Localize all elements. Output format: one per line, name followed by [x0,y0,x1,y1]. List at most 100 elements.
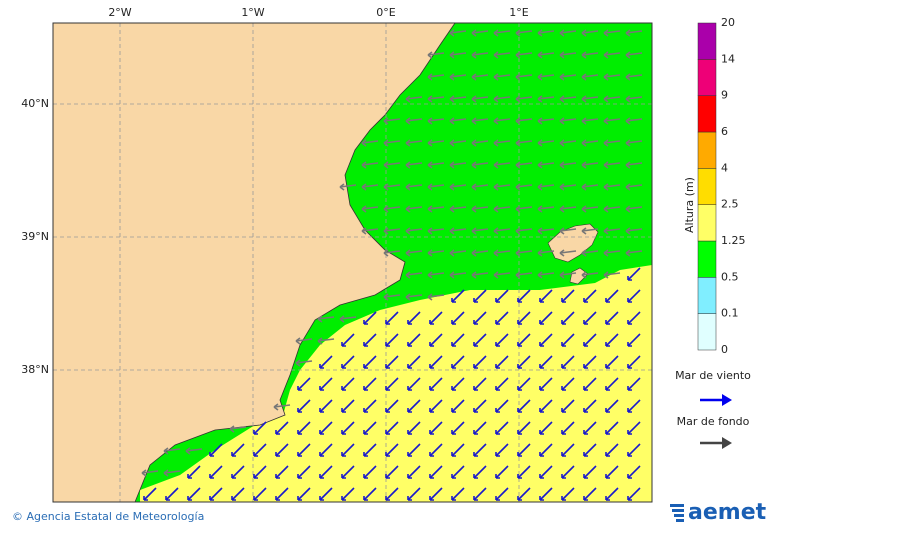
swell-arrow [537,51,555,59]
wind-sea-arrow [583,443,597,457]
wind-sea-arrow [297,377,311,391]
colorbar-label: 9 [721,89,728,102]
wind-sea-arrow [561,399,575,413]
wind-sea-arrow [517,465,531,479]
wind-sea-arrow [429,465,443,479]
swell-arrow [361,161,379,169]
colorbar: 0 0.1 0.5 1.25 2.5 4 6 9 14 20 [697,16,746,356]
swell-arrow [405,183,423,191]
swell-arrow [515,249,533,257]
wind-sea-arrow [429,399,443,413]
wind-sea-arrow [517,443,531,457]
wind-sea-arrow [363,355,377,369]
wind-sea-arrow [407,421,421,435]
wind-sea-arrow [363,377,377,391]
swell-arrow [449,73,467,81]
colorbar-label: 0 [721,343,728,356]
swell-arrow [515,29,533,37]
wind-sea-arrow [473,333,487,347]
wind-sea-arrow [517,355,531,369]
wind-sea-arrow [297,443,311,457]
swell-arrow [273,403,291,411]
swell-arrow [581,161,599,169]
swell-arrow [449,117,467,125]
wind-sea-arrow [473,355,487,369]
swell-arrow [559,205,577,213]
logo-mark [670,504,684,522]
lat-label: 39°N [21,230,49,243]
swell-arrow [493,29,511,37]
wind-sea-arrow [539,289,553,303]
wind-sea-arrow [583,399,597,413]
wind-sea-arrow [583,289,597,303]
swell-arrow [537,117,555,125]
swell-arrow [493,51,511,59]
wind-sea-arrow [297,399,311,413]
swell-arrow [449,95,467,103]
wind-sea-arrow [517,421,531,435]
wind-sea-arrow [429,487,443,501]
wind-sea-arrow [627,267,641,281]
wind-sea-arrow [385,333,399,347]
swell-arrow [559,139,577,147]
swell-arrow [559,183,577,191]
colorbar-label: 20 [721,16,735,29]
wind-sea-arrow [605,465,619,479]
wind-sea-arrow [385,487,399,501]
swell-arrow [603,271,621,279]
wind-sea-arrow [605,311,619,325]
colorbar-label: 6 [721,125,728,138]
swell-arrow [625,161,643,169]
wind-sea-arrow [627,289,641,303]
swell-arrow [141,469,159,477]
wind-sea-arrow [231,443,245,457]
wind-sea-arrow [495,377,509,391]
swell-arrow [515,161,533,169]
wind-sea-arrow [253,465,267,479]
swell-arrow [603,205,621,213]
wind-sea-arrow [407,399,421,413]
swell-arrow [603,139,621,147]
wind-sea-arrow [341,399,355,413]
wind-sea-arrow [429,421,443,435]
swell-arrow [493,95,511,103]
swell-arrow [163,469,181,477]
swell-arrow [559,249,577,257]
wind-sea-arrow [363,421,377,435]
swell-arrow [449,249,467,257]
lon-label: 1°E [509,6,528,19]
swell-arrow [493,183,511,191]
swell-arrow [625,249,643,257]
wind-sea-arrow [253,443,267,457]
swell-arrow [493,161,511,169]
colorbar-band [697,313,717,351]
swell-arrow [427,293,445,301]
wind-sea-arrow [539,421,553,435]
swell-arrow [361,183,379,191]
wind-sea-arrow [429,355,443,369]
wind-sea-arrow [627,443,641,457]
swell-arrow [449,271,467,279]
swell-arrow [449,29,467,37]
swell-arrow [581,271,599,279]
wind-sea-arrow [451,311,465,325]
lon-label: 1°W [241,6,264,19]
swell-arrow [559,161,577,169]
wind-sea-arrow [583,377,597,391]
swell-arrow [449,183,467,191]
wind-sea-arrow [605,377,619,391]
swell-arrow [383,249,401,257]
wind-sea-arrow [539,333,553,347]
wind-sea-arrow [165,487,179,501]
wind-sea-arrow [539,465,553,479]
swell-arrow [581,73,599,81]
swell-arrow [581,51,599,59]
wind-sea-arrow [517,333,531,347]
swell-arrow [339,183,357,191]
wind-sea-arrow [275,421,289,435]
wind-sea-arrow [451,421,465,435]
wind-sea-arrow [539,399,553,413]
swell-arrow [559,117,577,125]
swell-arrow [603,183,621,191]
swell-arrow [471,271,489,279]
